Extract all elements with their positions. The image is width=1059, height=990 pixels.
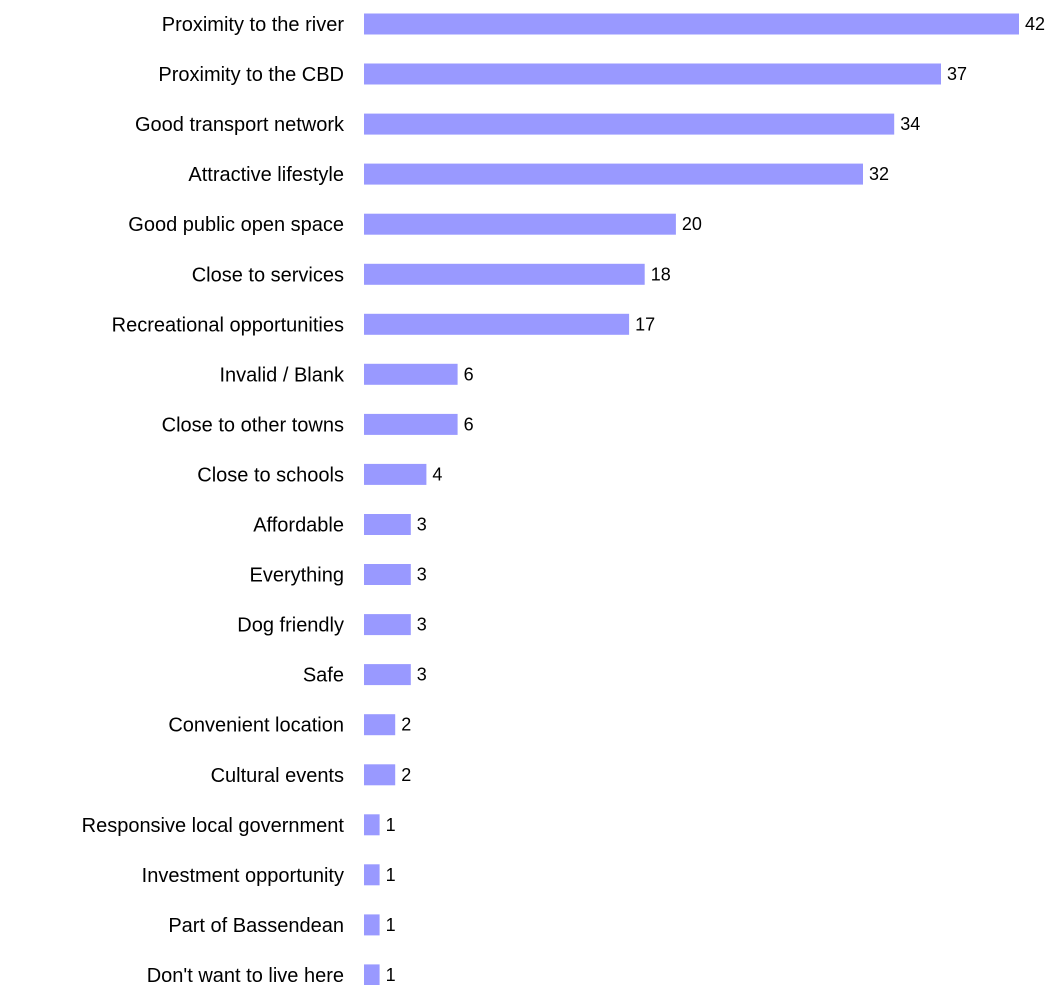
category-label: Investment opportunity bbox=[142, 865, 344, 887]
category-label: Recreational opportunities bbox=[112, 314, 344, 336]
bar-part-of-bassendean bbox=[364, 914, 380, 936]
bar-cultural-events bbox=[364, 764, 396, 786]
value-label: 1 bbox=[386, 965, 396, 985]
category-label: Proximity to the CBD bbox=[158, 64, 344, 86]
category-label: Good transport network bbox=[135, 114, 345, 136]
value-label: 1 bbox=[386, 865, 396, 885]
value-label: 42 bbox=[1025, 14, 1045, 34]
category-label: Safe bbox=[303, 665, 344, 687]
category-label: Invalid / Blank bbox=[219, 364, 345, 386]
bar-everything bbox=[364, 564, 411, 585]
category-label: Close to services bbox=[192, 264, 344, 286]
category-label: Proximity to the river bbox=[162, 14, 345, 36]
value-label: 37 bbox=[947, 64, 967, 84]
value-label: 6 bbox=[464, 414, 474, 434]
value-label: 3 bbox=[417, 615, 427, 635]
category-labels: Proximity to the river Proximity to the C… bbox=[82, 14, 345, 987]
bar-close-to-other-towns bbox=[364, 413, 458, 435]
bar-proximity-to-the-river bbox=[364, 13, 1019, 35]
category-label: Affordable bbox=[253, 515, 344, 537]
value-label: 1 bbox=[386, 815, 396, 835]
bar-dog-friendly bbox=[364, 614, 411, 636]
value-label: 18 bbox=[651, 264, 671, 284]
bar-close-to-schools bbox=[364, 463, 427, 485]
bar-proximity-to-the-cbd bbox=[364, 63, 941, 85]
value-label: 2 bbox=[401, 715, 411, 735]
bar-safe bbox=[364, 664, 411, 686]
bar-responsive-local-government bbox=[364, 814, 380, 836]
bar-invalid-blank bbox=[364, 363, 458, 385]
bar-don-t-want-to-live-here bbox=[364, 964, 380, 986]
value-label: 3 bbox=[417, 565, 427, 585]
value-label: 3 bbox=[417, 665, 427, 685]
category-label: Attractive lifestyle bbox=[188, 164, 344, 186]
category-label: Close to other towns bbox=[162, 414, 344, 436]
value-label: 20 bbox=[682, 214, 702, 234]
value-label: 3 bbox=[417, 515, 427, 535]
category-label: Dog friendly bbox=[237, 615, 344, 637]
bar-investment-opportunity bbox=[364, 864, 380, 886]
bar-close-to-services bbox=[364, 263, 645, 285]
value-label: 17 bbox=[635, 314, 655, 334]
value-label: 1 bbox=[386, 915, 396, 935]
category-label: Good public open space bbox=[128, 214, 344, 236]
bar-affordable bbox=[364, 514, 411, 535]
value-label: 4 bbox=[432, 464, 442, 484]
bar-good-public-open-space bbox=[364, 213, 676, 235]
category-label: Part of Bassendean bbox=[168, 915, 344, 937]
category-label: Everything bbox=[250, 565, 345, 587]
bar-attractive-lifestyle bbox=[364, 163, 863, 185]
value-label: 6 bbox=[464, 364, 474, 384]
bar-convenient-location bbox=[364, 714, 396, 736]
bar-good-transport-network bbox=[364, 113, 895, 135]
value-label: 34 bbox=[900, 114, 920, 134]
category-label: Don't want to live here bbox=[147, 965, 344, 985]
bars-layer bbox=[364, 13, 1019, 986]
value-label: 32 bbox=[869, 164, 889, 184]
category-label: Convenient location bbox=[168, 715, 344, 737]
bar-recreational-opportunities bbox=[364, 313, 630, 335]
category-label: Responsive local government bbox=[82, 815, 345, 837]
value-label: 2 bbox=[401, 765, 411, 785]
category-label: Close to schools bbox=[197, 464, 344, 486]
category-label: Cultural events bbox=[211, 765, 344, 787]
